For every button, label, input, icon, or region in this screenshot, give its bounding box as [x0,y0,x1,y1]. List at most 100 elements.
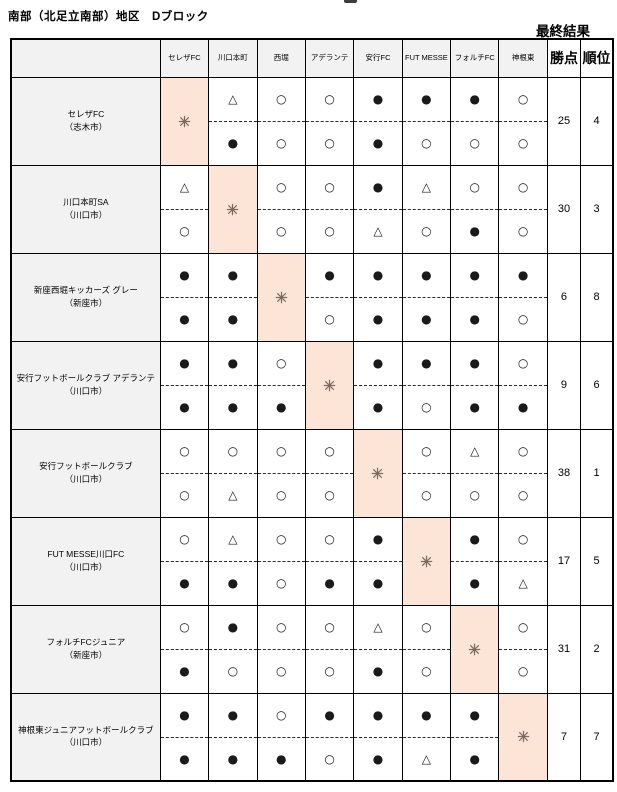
match-cell: ● [208,120,258,166]
match-cell: ● [353,692,403,738]
match-cell: ○ [498,516,548,562]
rank-cell: 5 [580,516,614,606]
team-row-0-second-leg: ● ○ ○ ● ○ ○ ○ [11,120,613,166]
match-cell: ● [159,296,210,342]
team-city: （川口市） [64,473,108,484]
team-city: （新座市） [64,297,108,308]
match-cell: ○ [159,428,210,474]
team-city: （川口市） [64,561,108,572]
match-cell: ○ [401,648,452,694]
match-cell: ○ [498,164,548,210]
match-cell: ● [208,560,258,606]
match-cell: ● [353,516,403,562]
rank-cell: 2 [580,604,614,694]
match-cell: ● [401,76,452,122]
match-cell: ○ [256,472,306,518]
match-cell: ● [208,252,258,298]
match-cell: ○ [256,560,306,606]
match-cell: ● [159,648,210,694]
match-cell: ● [401,296,452,342]
team-name: 安行フットボールクラブ [39,461,133,472]
points-cell: 31 [546,604,582,694]
points-cell: 7 [546,692,582,782]
match-cell: ○ [304,76,355,122]
match-cell: ○ [256,516,306,562]
team-name: セレザFC [67,109,105,120]
match-cell: ○ [304,164,355,210]
match-cell: ● [353,164,403,210]
team-row-6-second-leg: ● ○ ○ ○ ● ○ ○ [11,648,613,694]
team-row-6-first-leg: フォルチFCジュニア （新座市） ○ ● ○ ○ △ ○ ○ 31 2 [10,604,614,694]
team-city: （川口市） [64,385,108,396]
match-cell: △ [208,516,258,562]
match-cell: ● [304,560,355,606]
points-cell: 30 [546,164,582,254]
match-cell: ○ [401,120,452,166]
header-corner-cell [10,38,161,78]
team-name: 安行フットボールクラブ アデランテ [16,373,156,384]
match-cell: ● [304,692,355,738]
match-cell: ○ [498,208,548,254]
self-mark-icon [227,203,239,215]
match-cell: ● [353,736,403,782]
match-cell: ○ [159,604,210,650]
match-cell: ○ [256,76,306,122]
match-cell: ○ [208,648,258,694]
match-cell: ● [208,384,258,430]
match-cell: ● [450,692,500,738]
team-city: （新座市） [64,649,108,660]
team-row-1-first-leg: 川口本町SA （川口市） △ ○ ○ ● △ ○ ○ 30 3 [10,164,614,254]
match-cell: △ [208,472,258,518]
match-cell: ○ [256,208,306,254]
match-cell: ● [159,736,210,782]
match-cell: ● [450,296,500,342]
self-mark-icon [469,643,481,655]
match-cell: ● [353,648,403,694]
match-cell: ● [208,340,258,386]
team-row-label: 川口本町SA （川口市） [10,164,161,254]
self-mark-icon [372,467,384,479]
match-cell: ● [450,76,500,122]
match-cell: ● [498,252,548,298]
team-row-0-first-leg: セレザFC （志木市） △ ○ ○ ● ● ● ○ 25 4 [10,76,614,166]
self-match-cell [450,604,500,694]
points-cell: 25 [546,76,582,166]
match-cell: ○ [256,428,306,474]
match-cell: △ [498,560,548,606]
match-cell: ○ [304,648,355,694]
match-cell: ○ [498,472,548,518]
team-name: フォルチFCジュニア [46,637,126,648]
rank-cell: 6 [580,340,614,430]
team-row-3-first-leg: 安行フットボールクラブ アデランテ （川口市） ● ● ○ ● ● ● ○ 9 6 [10,340,614,430]
self-match-cell [256,252,306,342]
match-cell: ○ [256,340,306,386]
points-cell: 6 [546,252,582,342]
header-opponent-6: フォルチFC [450,38,500,78]
self-mark-icon [323,379,336,391]
match-cell: △ [401,164,452,210]
team-name: 神根東ジュニアフットボールクラブ [18,725,154,736]
match-cell: ○ [450,472,500,518]
rank-cell: 8 [580,252,614,342]
match-cell: ● [353,296,403,342]
match-cell: ● [208,604,258,650]
match-cell: ○ [498,428,548,474]
match-cell: ○ [159,516,210,562]
self-match-cell [353,428,403,518]
match-cell: ○ [498,296,548,342]
match-cell: ● [159,560,210,606]
match-cell: ● [450,516,500,562]
rank-cell: 3 [580,164,614,254]
self-match-cell [498,692,548,782]
team-row-label: セレザFC （志木市） [10,76,161,166]
header-opponent-0: セレザFC [159,38,210,78]
results-table: セレザFC 川口本町 西堀 アデランテ 安行FC FUT MESSE フォルチFC 神根東 勝点… [10,38,614,782]
match-cell: ○ [304,428,355,474]
self-mark-icon [517,731,529,743]
match-cell: ● [353,252,403,298]
team-name: 川口本町SA [63,197,109,208]
points-cell: 9 [546,340,582,430]
match-cell: ○ [256,692,306,738]
match-cell: △ [159,164,210,210]
match-cell: ● [353,340,403,386]
